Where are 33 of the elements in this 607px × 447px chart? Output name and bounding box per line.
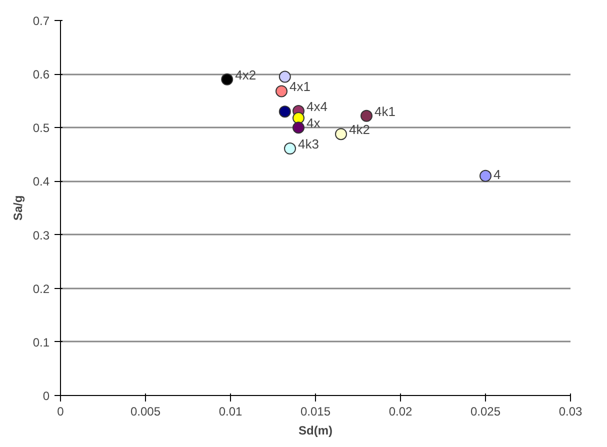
y-tick-label: 0 [42,389,50,403]
y-tick-label: 0.6 [32,68,50,82]
y-tick-label: 0.5 [32,121,50,136]
x-tick-label: 0 [57,404,64,418]
x-axis-title: Sd(m) [298,424,332,438]
point [278,106,291,118]
point [278,70,291,83]
point [292,122,304,134]
point [276,85,288,98]
point [335,128,347,140]
series-label: 4x4 [306,99,328,114]
series-label: 4 [494,166,501,182]
x-tick-label: 0.025 [470,404,501,418]
y-tick-label: 0.4 [32,174,50,189]
point [221,73,234,86]
series-label: 4k1 [374,104,396,119]
series-label: 4k3 [298,136,319,152]
x-tick-label: 0.015 [300,404,331,418]
y-tick-label: 0.3 [32,228,50,242]
x-tick-label: 0.005 [130,404,161,418]
point [284,142,296,155]
x-tick-label: 0.03 [558,404,583,418]
point [292,112,304,124]
y-tick-label: 0.7 [32,14,50,28]
x-tick-label: 0.02 [388,404,413,418]
y-tick-label: 0.2 [32,282,50,296]
y-axis-title: Sa/g [10,195,25,221]
point [480,170,492,182]
x-tick-label: 0.01 [218,404,243,418]
series-label: 4x [306,116,321,131]
y-tick-label: 0.1 [32,335,50,350]
series-label: 4x1 [290,79,310,94]
point [360,110,372,122]
